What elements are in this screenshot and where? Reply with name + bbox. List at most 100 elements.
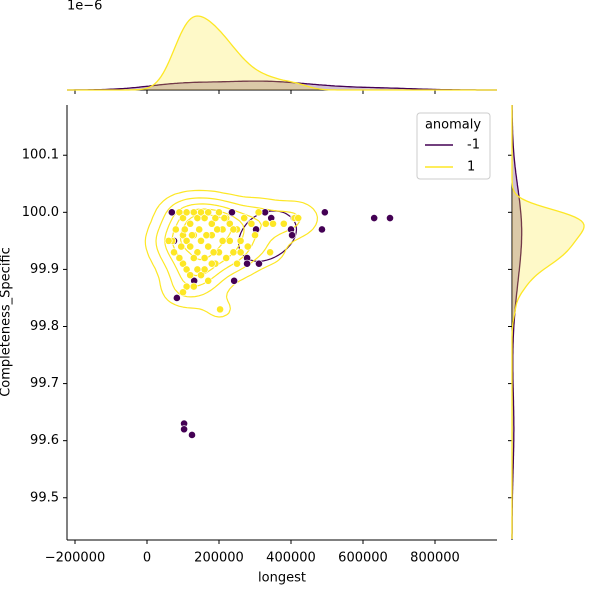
scatter-point — [189, 254, 198, 262]
y-tick-label: 99.6 — [30, 433, 59, 448]
scatter-point — [179, 214, 187, 222]
scatter-point — [167, 208, 176, 217]
scatter-point — [228, 208, 236, 217]
top-kde-fill — [67, 81, 497, 90]
kde-contour — [144, 189, 318, 318]
scatter-point — [255, 259, 263, 268]
y-tick-label: 100.1 — [22, 148, 59, 163]
scatter-point — [261, 219, 270, 228]
scatter-point — [186, 242, 195, 251]
legend-title: anomaly — [425, 118, 481, 133]
scatter-point — [220, 214, 229, 222]
scatter-point — [318, 225, 326, 234]
scatter-point — [269, 219, 277, 228]
scatter-point — [195, 225, 204, 234]
scatter-point — [200, 254, 209, 262]
scatter-point — [233, 259, 241, 268]
scatter-point — [207, 259, 216, 268]
legend-box — [416, 112, 491, 180]
top-kde-fill — [67, 16, 497, 90]
scatter-point — [197, 236, 205, 245]
scatter-point — [236, 236, 245, 245]
top-kde-line — [67, 80, 497, 91]
scatter-point — [288, 231, 296, 240]
right-kde-fill — [512, 105, 584, 540]
scatter-point — [216, 305, 224, 314]
scatter-point — [266, 248, 275, 257]
scatter-point — [251, 231, 259, 240]
scatter-point — [182, 236, 191, 245]
scatter-point — [172, 294, 181, 302]
scatter-point — [294, 214, 303, 222]
scatter-point — [175, 254, 184, 262]
scatter-point — [204, 208, 213, 217]
y-tick-label: 99.5 — [30, 490, 59, 505]
scatter-point — [182, 208, 191, 217]
x-axis-label: longest — [258, 571, 306, 586]
right-kde-line — [511, 105, 585, 539]
top-kde-line — [67, 15, 497, 91]
scatter-point — [188, 431, 196, 439]
scatter-point — [386, 214, 394, 222]
y-axis-label: Completeness_Specific — [0, 247, 14, 397]
scatter-point — [179, 259, 187, 268]
scatter-point — [182, 265, 191, 274]
scatter-point — [243, 259, 251, 268]
scatter-point — [188, 231, 196, 240]
y-tick-label: 100.0 — [22, 205, 59, 220]
scatter-point — [215, 208, 223, 217]
scatter-point — [279, 219, 288, 228]
scatter-point — [370, 214, 379, 222]
scatter-point — [211, 214, 220, 222]
scatter-point — [213, 225, 222, 234]
scatter-point — [229, 248, 238, 257]
scatter-point — [204, 242, 213, 251]
scatter-point — [171, 225, 180, 234]
x-tick-label: 400000 — [266, 551, 316, 566]
x-tick-label: 200000 — [194, 551, 244, 566]
y-tick-label: 99.9 — [30, 262, 59, 277]
scatter-point — [179, 288, 187, 297]
scatter-point — [229, 225, 238, 234]
scatter-point — [225, 236, 234, 245]
scatter-point — [261, 208, 269, 217]
scatter-point — [225, 219, 234, 228]
scatter-point — [254, 208, 263, 217]
scatter-point — [180, 225, 189, 234]
y-tick-label: 99.7 — [30, 376, 59, 391]
scatter-point — [236, 248, 245, 257]
kde-contour — [155, 197, 301, 298]
scatter-point — [170, 248, 178, 257]
right-kde-line — [511, 105, 523, 539]
scatter-point — [243, 242, 252, 251]
scatter-point — [218, 236, 227, 245]
x-tick-label: 800000 — [410, 551, 460, 566]
scatter-point — [247, 219, 256, 228]
scatter-point — [186, 271, 195, 280]
scatter-point — [230, 276, 239, 285]
scatter-point — [202, 231, 211, 240]
legend-label: 1 — [467, 160, 475, 175]
scatter-point — [320, 208, 329, 217]
scatter-point — [200, 265, 209, 274]
scatter-point — [222, 254, 231, 262]
scatter-point — [177, 242, 186, 251]
scatter-point — [189, 282, 198, 291]
kde-contour — [164, 203, 262, 287]
offset-label: 1e−6 — [67, 0, 102, 14]
scatter-point — [197, 271, 205, 280]
scatter-point — [193, 248, 202, 257]
scatter-point — [186, 219, 195, 228]
right-kde-fill — [512, 105, 522, 540]
scatter-point — [240, 214, 249, 222]
y-tick-label: 99.8 — [30, 319, 59, 334]
scatter-point — [180, 425, 188, 434]
legend-label: -1 — [467, 138, 480, 153]
scatter-point — [200, 214, 209, 222]
x-tick-label: 0 — [143, 551, 151, 566]
scatter-point — [164, 236, 173, 245]
x-tick-label: 600000 — [338, 551, 388, 566]
x-tick-label: −200000 — [45, 551, 106, 566]
scatter-point — [207, 219, 216, 228]
